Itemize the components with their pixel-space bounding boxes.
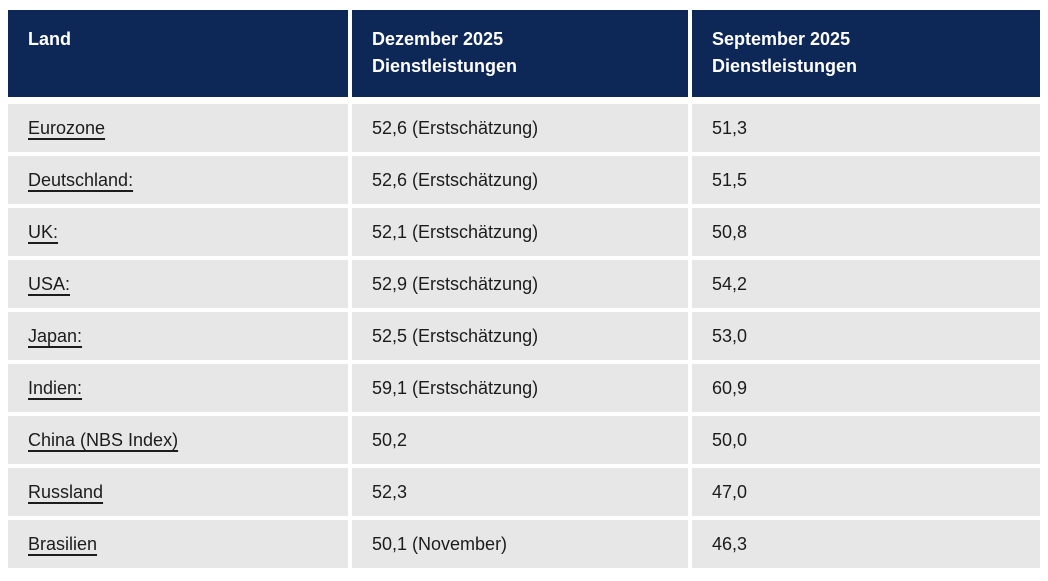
dezember-value-cell: 52,1 (Erstschätzung): [352, 208, 688, 256]
september-value-cell: 60,9: [692, 364, 1040, 412]
september-value-cell: 50,8: [692, 208, 1040, 256]
september-value-cell: 51,5: [692, 156, 1040, 204]
table-row: Eurozone 52,6 (Erstschätzung) 51,3: [8, 104, 1040, 152]
land-cell: China (NBS Index): [8, 416, 348, 464]
land-cell: Deutschland:: [8, 156, 348, 204]
september-value-cell: 53,0: [692, 312, 1040, 360]
dezember-value-cell: 52,6 (Erstschätzung): [352, 104, 688, 152]
country-link[interactable]: Japan:: [28, 325, 83, 346]
table-body: Eurozone 52,6 (Erstschätzung) 51,3 Deutschl…: [8, 104, 1040, 568]
land-cell: UK:: [8, 208, 348, 256]
column-header-dezember-2025: Dezember 2025 Dienstleistungen: [352, 10, 688, 97]
country-link[interactable]: USA:: [28, 273, 71, 294]
september-value-cell: 46,3: [692, 520, 1040, 568]
land-cell: Japan:: [8, 312, 348, 360]
country-link[interactable]: China (NBS Index): [28, 429, 179, 450]
country-link[interactable]: Russland: [28, 481, 104, 502]
country-link[interactable]: Indien:: [28, 377, 83, 398]
table-row: China (NBS Index) 50,2 50,0: [8, 416, 1040, 464]
country-link[interactable]: UK:: [28, 221, 59, 242]
september-value-cell: 47,0: [692, 468, 1040, 516]
table-header-row: Land Dezember 2025 Dienstleistungen Sept…: [8, 10, 1040, 97]
table-row: USA: 52,9 (Erstschätzung) 54,2: [8, 260, 1040, 308]
country-link[interactable]: Eurozone: [28, 117, 106, 138]
dezember-value-cell: 59,1 (Erstschätzung): [352, 364, 688, 412]
pmi-table: Land Dezember 2025 Dienstleistungen Sept…: [8, 10, 1040, 572]
table-row: UK: 52,1 (Erstschätzung) 50,8: [8, 208, 1040, 256]
table-row: Japan: 52,5 (Erstschätzung) 53,0: [8, 312, 1040, 360]
table-row: Brasilien 50,1 (November) 46,3: [8, 520, 1040, 568]
september-value-cell: 51,3: [692, 104, 1040, 152]
table-row: Deutschland: 52,6 (Erstschätzung) 51,5: [8, 156, 1040, 204]
september-value-cell: 54,2: [692, 260, 1040, 308]
land-cell: Indien:: [8, 364, 348, 412]
land-cell: Russland: [8, 468, 348, 516]
land-cell: Eurozone: [8, 104, 348, 152]
september-value-cell: 50,0: [692, 416, 1040, 464]
column-header-land: Land: [8, 10, 348, 97]
country-link[interactable]: Brasilien: [28, 533, 98, 554]
column-header-september-2025: September 2025 Dienstleistungen: [692, 10, 1040, 97]
dezember-value-cell: 52,3: [352, 468, 688, 516]
dezember-value-cell: 52,5 (Erstschätzung): [352, 312, 688, 360]
dezember-value-cell: 52,6 (Erstschätzung): [352, 156, 688, 204]
dezember-value-cell: 52,9 (Erstschätzung): [352, 260, 688, 308]
dezember-value-cell: 50,2: [352, 416, 688, 464]
dezember-value-cell: 50,1 (November): [352, 520, 688, 568]
country-link[interactable]: Deutschland:: [28, 169, 134, 190]
table-row: Russland 52,3 47,0: [8, 468, 1040, 516]
land-cell: USA:: [8, 260, 348, 308]
land-cell: Brasilien: [8, 520, 348, 568]
table-row: Indien: 59,1 (Erstschätzung) 60,9: [8, 364, 1040, 412]
